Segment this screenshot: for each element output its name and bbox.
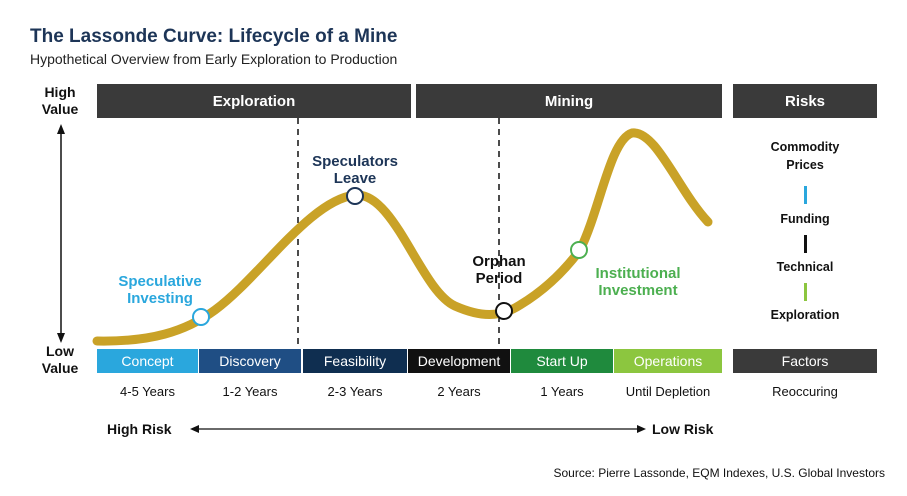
annotation-orphan-period: Orphan Period — [449, 253, 549, 287]
duration-feasibility: 2-3 Years — [327, 384, 383, 399]
stage-operations: Operations — [614, 349, 722, 373]
stage-development-label: Development — [417, 353, 501, 369]
stage-start-up-label: Start Up — [536, 353, 588, 369]
marker-speculators-leave — [346, 187, 364, 205]
duration-development: 2 Years — [437, 384, 481, 399]
duration-operations: Until Depletion — [625, 384, 711, 399]
stage-feasibility-label: Feasibility — [323, 353, 387, 369]
risk-axis-high-label: High Risk — [107, 421, 172, 437]
risk-commodity-prices-label: Commodity Prices — [770, 140, 840, 172]
stage-concept: Concept — [97, 349, 198, 373]
stage-development: Development — [408, 349, 510, 373]
annotation-orphan-label: Orphan Period — [472, 253, 526, 287]
risk-technical-marker — [804, 235, 807, 253]
annotation-speculative-label: Speculative Investing — [118, 273, 202, 307]
duration-factors: Reoccuring — [772, 384, 838, 399]
risk-commodity-prices: Commodity Prices — [733, 138, 877, 174]
stage-operations-label: Operations — [633, 353, 703, 369]
annotation-speculators-label: Speculators Leave — [312, 153, 398, 187]
risk-axis-right-arrow-icon — [637, 425, 646, 433]
risk-exploration-marker — [804, 283, 807, 301]
annotation-speculative-investing: Speculative Investing — [100, 273, 220, 307]
value-axis-down-arrow-icon — [57, 333, 65, 343]
risk-technical: Technical — [776, 260, 834, 274]
stage-start-up: Start Up — [511, 349, 613, 373]
source-note: Source: Pierre Lassonde, EQM Indexes, U.… — [553, 466, 886, 480]
stage-feasibility: Feasibility — [303, 349, 407, 373]
header-mining: Mining — [416, 84, 722, 118]
risk-axis-left-arrow-icon — [190, 425, 199, 433]
y-axis-low-label: Low Value — [41, 343, 79, 376]
duration-discovery: 1-2 Years — [222, 384, 278, 399]
risk-axis-low-label: Low Risk — [652, 421, 714, 437]
stage-concept-label: Concept — [121, 353, 174, 369]
marker-institutional — [570, 241, 588, 259]
y-axis-high-label: High Value — [41, 84, 79, 117]
risk-funding-marker — [804, 186, 807, 204]
chart-title: The Lassonde Curve: Lifecycle of a Mine — [30, 26, 398, 47]
stage-factors: Factors — [733, 349, 877, 373]
marker-speculative — [192, 308, 210, 326]
value-axis-up-arrow-icon — [57, 124, 65, 134]
header-exploration-label: Exploration — [212, 92, 296, 110]
stage-factors-label: Factors — [781, 353, 829, 369]
annotation-speculators-leave: Speculators Leave — [295, 153, 415, 187]
header-exploration: Exploration — [97, 84, 411, 118]
header-risks: Risks — [733, 84, 877, 118]
annotation-institutional-label: Institutional Investment — [595, 265, 681, 299]
risk-funding: Funding — [780, 212, 830, 226]
header-risks-label: Risks — [784, 92, 826, 110]
lassonde-curve — [92, 128, 713, 346]
chart-subtitle: Hypothetical Overview from Early Explora… — [30, 51, 398, 67]
header-mining-label: Mining — [544, 92, 594, 110]
marker-orphan — [495, 302, 513, 320]
risk-exploration: Exploration — [770, 308, 840, 322]
stage-discovery-label: Discovery — [219, 353, 281, 369]
stage-discovery: Discovery — [199, 349, 301, 373]
annotation-institutional-investment: Institutional Investment — [578, 265, 698, 299]
duration-start-up: 1 Years — [540, 384, 584, 399]
duration-concept: 4-5 Years — [120, 384, 175, 399]
